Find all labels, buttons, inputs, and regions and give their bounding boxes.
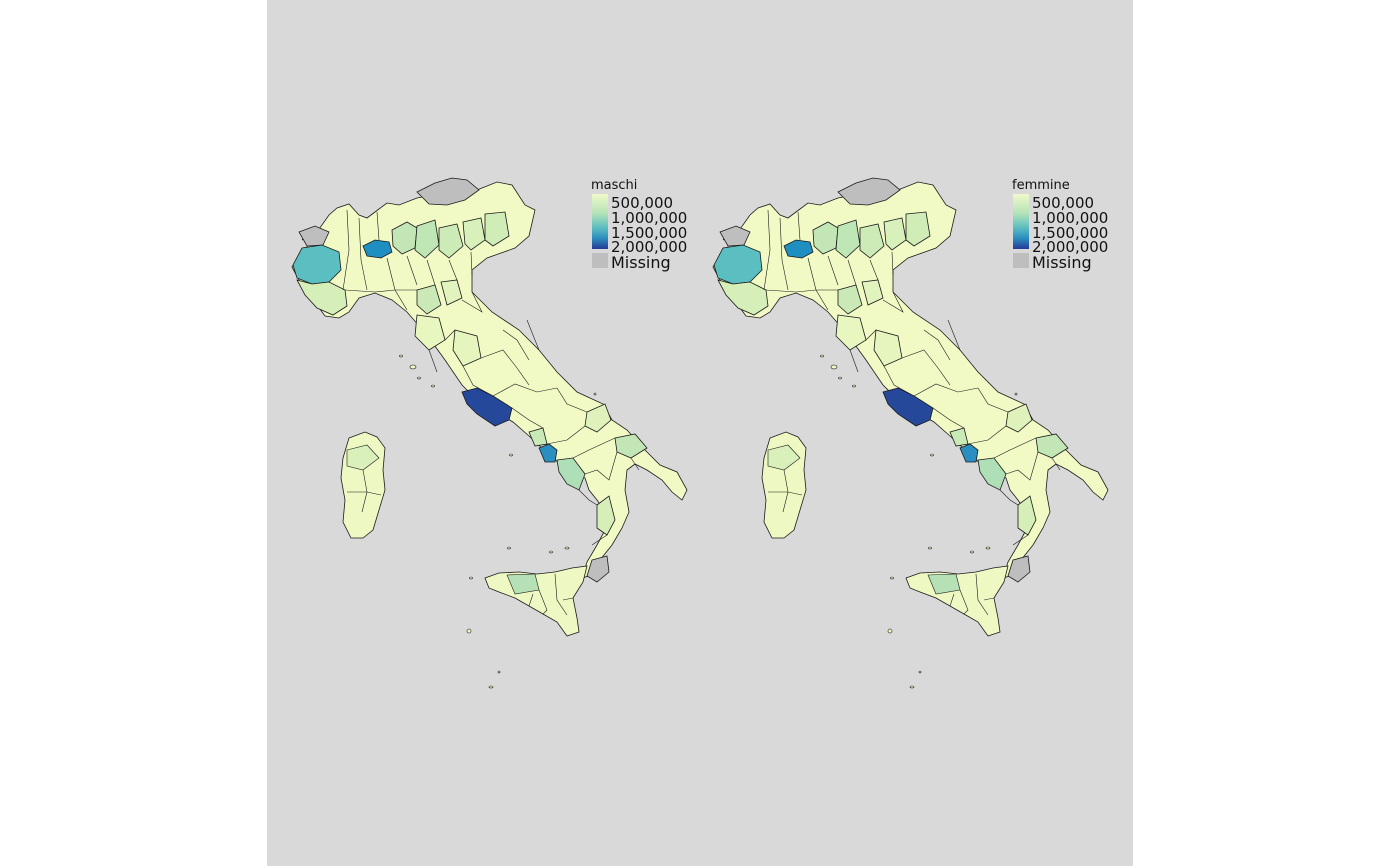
legend-color-bar [1013, 194, 1029, 249]
legend-break: 1,000,000 [611, 209, 687, 227]
legend-title: maschi [591, 178, 637, 193]
legend-femmine: femmine 500,000 1,000,000 1,500,000 2,00… [1012, 178, 1108, 272]
legend-break: 2,000,000 [1032, 238, 1108, 256]
legend-missing-label: Missing [611, 253, 671, 272]
legend-missing-swatch [1013, 253, 1029, 268]
legend-missing-label: Missing [1032, 253, 1092, 272]
legend-color-bar [592, 194, 608, 249]
legend-missing-swatch [592, 253, 608, 268]
legend-title: femmine [1012, 178, 1070, 193]
legend-break: 1,500,000 [1032, 224, 1108, 242]
legend-break: 2,000,000 [611, 238, 687, 256]
legend-maschi: maschi 500,000 1,000,000 1,500,000 2,000… [591, 178, 687, 272]
choropleth-maps: maschi 500,000 1,000,000 1,500,000 2,000… [291, 177, 1109, 689]
legend-break: 500,000 [611, 194, 673, 212]
legend-break: 1,000,000 [1032, 209, 1108, 227]
plot-panel: maschi 500,000 1,000,000 1,500,000 2,000… [267, 0, 1133, 866]
legend-break: 500,000 [1032, 194, 1094, 212]
legend-break: 1,500,000 [611, 224, 687, 242]
